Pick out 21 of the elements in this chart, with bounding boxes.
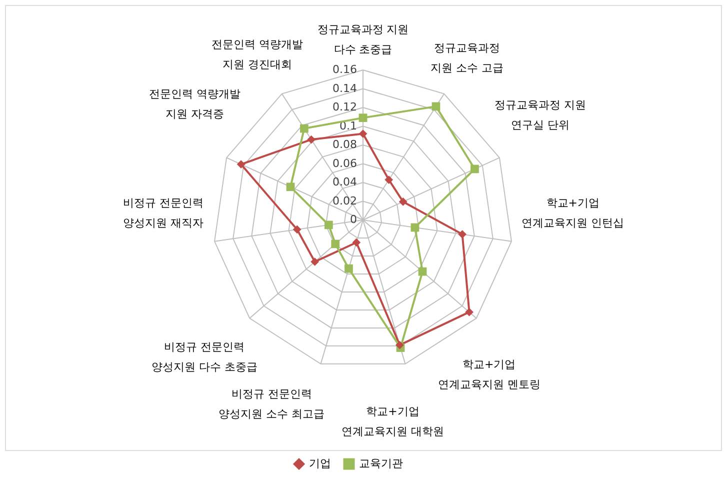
y-tick-label: 0.08 (332, 138, 357, 151)
spoke-label: 전문인력 역량개발 지원 자격증 (149, 87, 241, 120)
y-tick-label: 0.12 (332, 100, 357, 114)
y-tick-label: 0.06 (332, 156, 357, 170)
spoke-label: 비정규 전문인력 양성지원 소수 최고급 (218, 388, 325, 421)
spoke-label: 학교+기업 연계교육지원 인턴십 (522, 196, 624, 230)
spoke-label: 정규교육과정 지원 다수 초중급 (317, 23, 409, 56)
y-tick-label: 0.04 (332, 176, 357, 188)
y-tick-label: 0.02 (332, 194, 357, 208)
legend-label: 기업 (309, 457, 331, 470)
spoke-label: 정규교육과정 지원 소수 고급 (430, 41, 504, 74)
spoke-label: 전문인력 역량개발 지원 경진대회 (211, 38, 303, 72)
spoke-label: 학교+기업 연계교육지원 대학원 (341, 404, 444, 438)
spoke-label: 학교+기업 연계교육지원 멘토링 (438, 358, 540, 392)
y-tick-label: 0.16 (332, 63, 357, 76)
spoke-label: 정규교육과정 지원 연구실 단위 (494, 98, 586, 132)
y-tick-label: 0.14 (332, 82, 357, 95)
legend-label: 교육기관 (359, 457, 403, 470)
y-tick-label: 0 (350, 213, 357, 226)
spoke-label: 비정규 전문인력 양성지원 재직자 (122, 196, 204, 230)
spoke-label: 비정규 전문인력 양성지원 다수 초중급 (151, 340, 258, 374)
